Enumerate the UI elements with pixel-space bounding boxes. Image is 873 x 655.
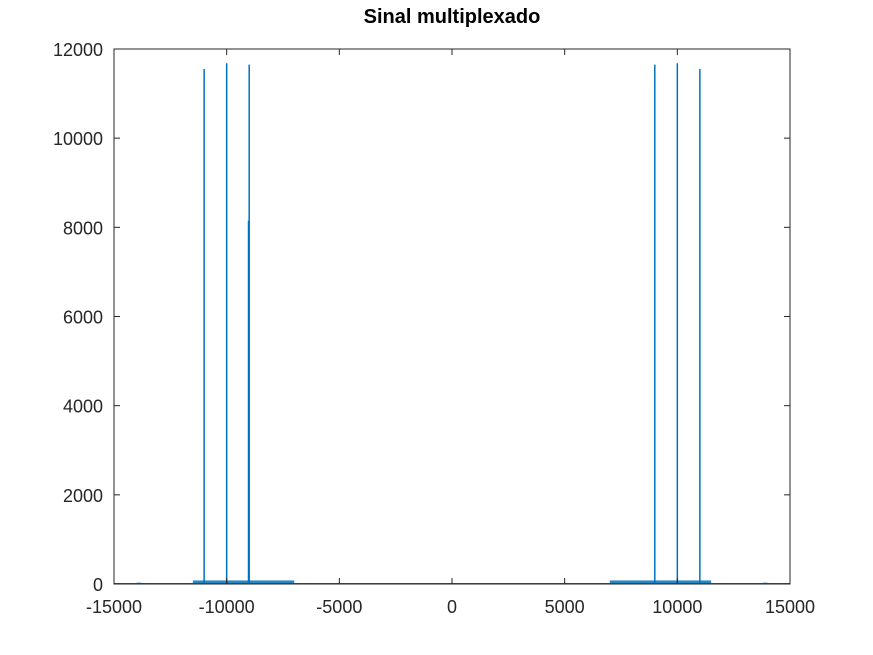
noise-band-3 [762, 582, 768, 584]
x-tick-label-6: 15000 [765, 597, 815, 617]
x-tick-label-3: 0 [447, 597, 457, 617]
y-tick-label-1: 2000 [63, 486, 103, 506]
y-tick-label-4: 8000 [63, 218, 103, 238]
x-tick-label-2: -5000 [316, 597, 362, 617]
y-tick-label-5: 10000 [53, 129, 103, 149]
noise-band-1 [609, 580, 712, 584]
y-tick-label-3: 6000 [63, 308, 103, 328]
axis-ticks: -15000 -10000 -5000 0 5000 10000 15000 0 2000 400… [53, 40, 815, 617]
x-tick-label-1: -10000 [199, 597, 255, 617]
x-tick-label-0: -15000 [86, 597, 142, 617]
y-tick-label-2: 4000 [63, 397, 103, 417]
x-tick-label-4: 5000 [545, 597, 585, 617]
axes-box [113, 48, 791, 585]
y-tick-label-0: 0 [93, 575, 103, 595]
plot-area [114, 63, 790, 584]
chart-title: Sinal multiplexado [364, 6, 541, 28]
x-tick-label-5: 10000 [652, 597, 702, 617]
y-tick-label-6: 12000 [53, 40, 103, 60]
noise-band-2 [136, 582, 142, 584]
noise-band-0 [192, 580, 295, 584]
